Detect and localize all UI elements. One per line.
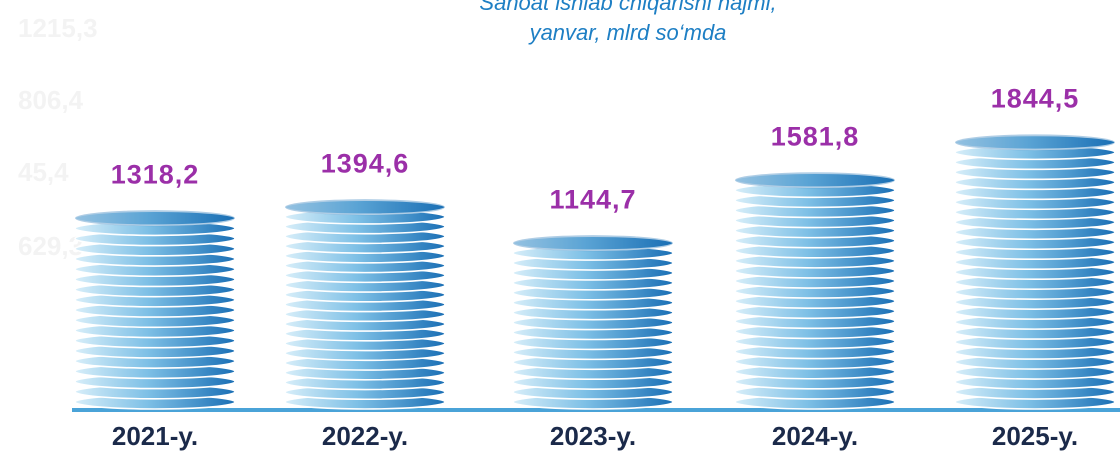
chart-subtitle: yanvar, mlrd so‘mda — [528, 20, 727, 45]
x-tick-label: 2022-y. — [322, 421, 408, 451]
value-label: 1144,7 — [549, 184, 636, 214]
coin-stack — [735, 172, 895, 409]
coin-top — [285, 199, 445, 215]
x-tick-label: 2023-y. — [550, 421, 636, 451]
x-tick-label: 2021-y. — [112, 421, 198, 451]
value-label: 1581,8 — [771, 121, 860, 151]
ghost-label: 629,3 — [18, 231, 83, 261]
ghost-label: 45,4 — [18, 157, 69, 187]
coin-stack — [75, 210, 235, 409]
coin-top — [955, 134, 1115, 150]
x-tick-label: 2024-y. — [772, 421, 858, 451]
ghost-label: 1215,3 — [18, 13, 98, 43]
value-label: 1394,6 — [321, 148, 410, 178]
coin-stack — [285, 199, 445, 409]
value-label: 1318,2 — [111, 159, 200, 189]
x-tick-label: 2025-y. — [992, 421, 1078, 451]
value-label: 1844,5 — [991, 84, 1080, 114]
coin-top — [735, 172, 895, 188]
coin-stack — [513, 235, 673, 409]
coin-stack — [955, 134, 1115, 409]
page: 1215,3 806,4 45,4 629,3 Sanoat ishlab ch… — [0, 0, 1120, 455]
coin-top — [75, 210, 235, 226]
coin-top — [513, 235, 673, 251]
ghost-label: 806,4 — [18, 85, 84, 115]
chart: 1215,3 806,4 45,4 629,3 Sanoat ishlab ch… — [0, 0, 1120, 455]
chart-title: Sanoat ishlab chiqarishi hajmi, — [479, 0, 776, 15]
